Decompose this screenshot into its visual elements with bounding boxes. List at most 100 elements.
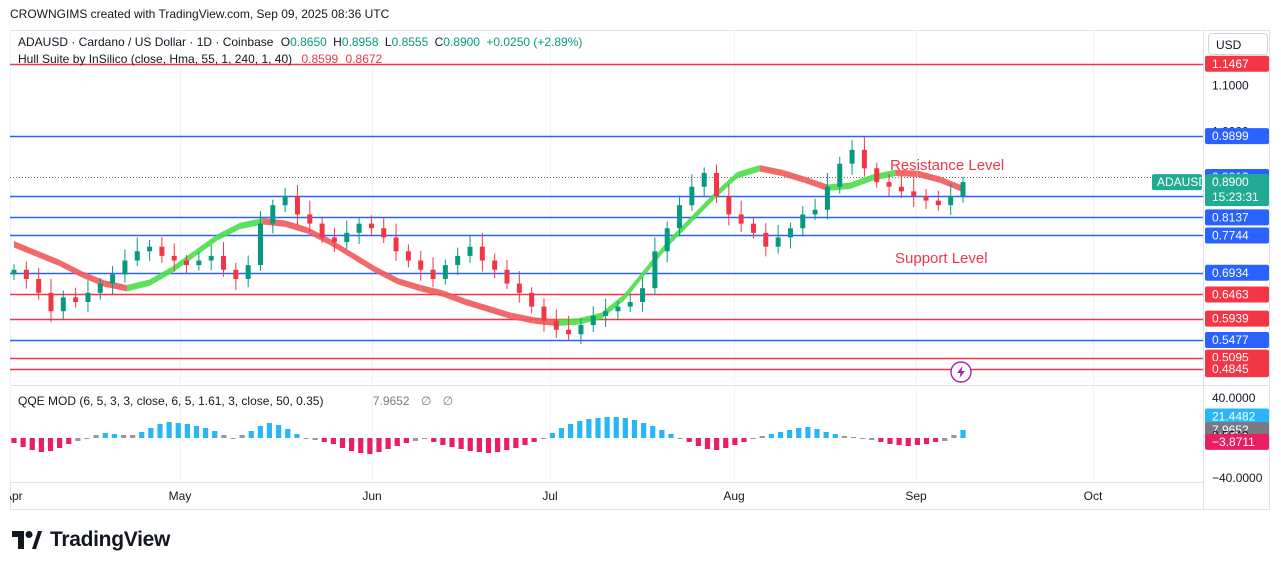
candle-body xyxy=(787,228,793,238)
hull-segment xyxy=(646,238,670,273)
candle-body xyxy=(208,255,214,261)
hull-segment xyxy=(285,220,308,234)
qqe-title: QQE MOD (6, 5, 3, 3, close, 6, 5, 1.61, … xyxy=(18,394,324,408)
candle-body xyxy=(726,195,732,215)
high-label: H xyxy=(333,35,342,49)
qqe-bar xyxy=(412,438,419,441)
candle-body xyxy=(97,283,103,293)
hull-segment xyxy=(511,312,534,324)
qqe-bar xyxy=(120,435,127,438)
chart-canvas[interactable]: Resistance Level Support Level 1.20001.1… xyxy=(10,30,1270,510)
qqe-badge-label: −3.8711 xyxy=(1212,435,1255,449)
alert-bolt-icon[interactable] xyxy=(950,361,972,383)
hull-segment xyxy=(782,169,805,184)
hull-segment xyxy=(307,227,331,246)
qqe-bar xyxy=(449,438,455,447)
qqe-bar xyxy=(504,438,510,450)
candle-body xyxy=(331,237,337,243)
qqe-bar xyxy=(622,418,628,438)
last-price-symbol-badge xyxy=(1152,174,1202,191)
candle-body xyxy=(171,255,177,261)
hull-segment xyxy=(488,305,512,320)
qqe-bar xyxy=(422,438,428,439)
hull-segment xyxy=(59,259,82,278)
qqe-bar xyxy=(203,428,209,438)
candle-body xyxy=(800,214,806,229)
candle-body xyxy=(159,246,165,256)
open-value: 0.8650 xyxy=(290,35,327,49)
qqe-bar xyxy=(668,434,674,438)
candle-body xyxy=(738,214,744,224)
hull-segment xyxy=(420,284,444,297)
price-badge-label: 0.6934 xyxy=(1212,266,1249,280)
qqe-bar xyxy=(38,438,44,452)
qqe-bar xyxy=(513,438,519,448)
time-axis[interactable]: Apr May Jun Jul Aug Sep Oct xyxy=(10,489,1103,503)
candle-body xyxy=(492,260,498,270)
qqe-bar xyxy=(896,438,902,445)
qqe-bar xyxy=(175,423,181,438)
price-badge-label: 0.9899 xyxy=(1212,129,1249,143)
qqe-axis[interactable]: 40.0000−40.000021.44827.96522.5549−3.871… xyxy=(1205,391,1269,485)
last-price-badge xyxy=(1205,174,1269,207)
qqe-bar xyxy=(248,431,254,438)
hull-segment xyxy=(917,170,941,184)
indicator-legend[interactable]: Hull Suite by InSilico (close, Hma, 55, … xyxy=(18,52,382,66)
qqe-bar xyxy=(960,430,966,438)
qqe-legend[interactable]: QQE MOD (6, 5, 3, 3, close, 6, 5, 1.61, … xyxy=(18,394,453,408)
candle-body xyxy=(911,191,917,196)
candle-body xyxy=(775,237,781,247)
candle-body xyxy=(11,269,17,275)
qqe-bar xyxy=(787,430,793,438)
price-badge-label: 0.5095 xyxy=(1212,351,1249,365)
price-badge-label: 1.1467 xyxy=(1212,57,1249,71)
tradingview-wordmark: TradingView xyxy=(50,528,171,551)
candle-body xyxy=(812,209,818,215)
qqe-bar xyxy=(586,419,592,438)
qqe-bar xyxy=(485,438,492,453)
change-value: +0.0250 (+2.89%) xyxy=(486,35,583,49)
currency-selector[interactable]: USD xyxy=(1208,33,1268,55)
candle-body xyxy=(701,172,707,187)
hull-segment xyxy=(194,234,218,257)
qqe-bar xyxy=(659,430,665,438)
qqe-bar xyxy=(595,418,601,438)
candle-body xyxy=(960,182,966,196)
candle-body xyxy=(529,292,535,307)
qqe-badge-label: 7.9652 xyxy=(1212,423,1249,437)
qqe-bar xyxy=(303,438,309,439)
qqe-bar xyxy=(549,433,555,438)
hull-segment xyxy=(940,176,963,193)
symbol-legend[interactable]: ADAUSD · Cardano / US Dollar · 1D · Coin… xyxy=(18,35,582,49)
time-tick-label: Jun xyxy=(362,489,381,503)
candle-body xyxy=(221,255,227,270)
candle-body xyxy=(196,260,202,266)
hull-segment xyxy=(691,192,715,223)
qqe-bar xyxy=(878,438,884,442)
candle-body xyxy=(714,172,720,196)
candlestick-series xyxy=(11,137,966,344)
qqe-bar xyxy=(887,438,893,444)
candle-body xyxy=(479,246,485,261)
candle-body xyxy=(627,302,633,307)
price-badge xyxy=(1205,331,1269,348)
price-badge-label: 0.8137 xyxy=(1212,210,1249,224)
qqe-bar xyxy=(759,436,765,438)
price-badge-label: 0.5477 xyxy=(1212,333,1249,347)
qqe-bar xyxy=(166,422,172,438)
qqe-bar xyxy=(29,438,35,450)
hull-segment xyxy=(375,266,399,285)
candle-body xyxy=(442,265,448,279)
qqe-bar xyxy=(641,423,647,438)
price-badge xyxy=(1205,209,1269,226)
qqe-tick-label: −40.0000 xyxy=(1212,471,1263,485)
last-price-value: 0.8900 xyxy=(1212,175,1249,189)
qqe-bar xyxy=(440,438,446,445)
price-badge-label: 0.7744 xyxy=(1212,228,1249,242)
grid-layer xyxy=(10,30,1094,482)
tradingview-logo-icon xyxy=(12,531,42,549)
qqe-bar xyxy=(568,424,574,438)
qqe-bar xyxy=(522,438,528,445)
qqe-bar xyxy=(230,438,236,439)
price-badge xyxy=(1205,264,1269,281)
